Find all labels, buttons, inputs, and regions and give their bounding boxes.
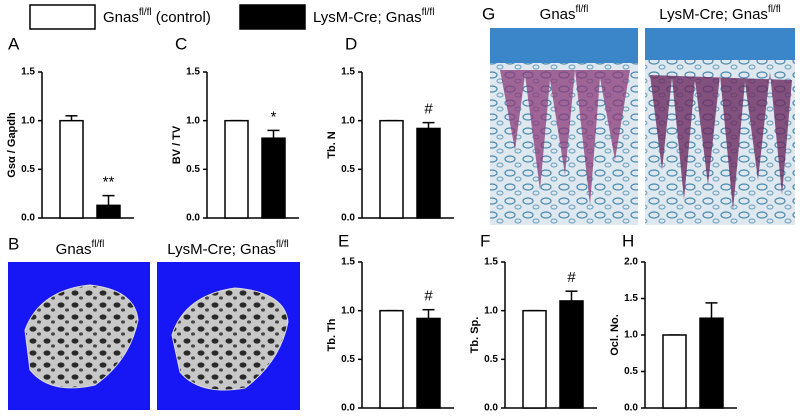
y-tick-label: 1.5 <box>341 67 355 78</box>
text-part: LysM-Cre; Gnas <box>659 6 768 23</box>
y-tick-label: 0.0 <box>186 213 200 224</box>
y-tick-label: 0.5 <box>341 164 355 175</box>
panel-letter: F <box>480 231 490 250</box>
text-part: Gnas <box>103 9 139 26</box>
panel-letter: B <box>8 234 19 253</box>
y-tick-label: 1.5 <box>21 67 35 78</box>
y-tick-label: 1.5 <box>624 293 638 304</box>
bar <box>224 119 249 219</box>
bar <box>59 119 84 219</box>
y-tick-label: 1.0 <box>341 115 355 126</box>
superscript: fl/fl <box>139 7 152 18</box>
image-label: LysM-Cre; Gnasfl/fl <box>167 239 288 258</box>
panel-letter: A <box>8 34 20 53</box>
y-tick-label: 0.0 <box>341 403 355 414</box>
significance-mark: # <box>424 101 433 118</box>
y-tick-label: 0.5 <box>186 164 200 175</box>
y-tick-label: 0.5 <box>21 164 35 175</box>
y-axis-label: Tb. Sp. <box>469 317 481 354</box>
y-tick-label: 0.5 <box>341 354 355 365</box>
bar <box>699 317 724 409</box>
y-axis-label: Ocl. No. <box>609 314 621 356</box>
text-part: LysM-Cre; Gnas <box>167 241 276 258</box>
y-tick-label: 0.0 <box>624 403 638 414</box>
bar <box>559 300 584 409</box>
panel-letter: D <box>345 34 357 53</box>
legend-label: Gnasfl/fl (control) <box>103 7 211 26</box>
legend-swatch <box>29 4 96 30</box>
superscript: fl/fl <box>422 7 435 18</box>
text-part: (control) <box>152 9 211 26</box>
text-part: Gnas <box>540 6 576 23</box>
panel-letter: E <box>338 231 349 250</box>
bar <box>379 119 404 219</box>
superscript: fl/fl <box>276 239 289 250</box>
y-tick-label: 0.0 <box>341 213 355 224</box>
significance-mark: # <box>424 288 433 305</box>
image-label: Gnasfl/fl <box>540 4 589 23</box>
significance-mark: ** <box>103 174 115 191</box>
image-label: Gnasfl/fl <box>56 239 105 258</box>
image-label: LysM-Cre; Gnasfl/fl <box>659 4 780 23</box>
superscript: fl/fl <box>768 4 781 15</box>
y-tick-label: 1.5 <box>484 257 498 268</box>
y-tick-label: 2.0 <box>624 257 638 268</box>
y-tick-label: 1.0 <box>341 305 355 316</box>
significance-mark: * <box>271 108 277 125</box>
panel-letter: H <box>622 231 634 250</box>
y-tick-label: 1.5 <box>341 257 355 268</box>
micro-ct-images <box>8 262 300 410</box>
y-tick-label: 1.0 <box>624 330 638 341</box>
y-tick-label: 1.0 <box>484 305 498 316</box>
legend-label: LysM-Cre; Gnasfl/fl <box>313 7 434 26</box>
superscript: fl/fl <box>576 4 589 15</box>
y-axis-label: Tb. Th <box>326 318 338 351</box>
significance-mark: # <box>567 269 576 286</box>
legend-swatch <box>239 4 306 30</box>
panel-letter: G <box>482 4 495 23</box>
bar <box>416 317 441 409</box>
bar <box>379 309 404 409</box>
bar <box>261 137 286 219</box>
panel-letter: C <box>175 34 187 53</box>
y-tick-label: 0.0 <box>21 213 35 224</box>
bar <box>522 309 547 409</box>
bar <box>416 127 441 219</box>
y-tick-label: 0.5 <box>484 354 498 365</box>
bar <box>662 334 687 409</box>
y-tick-label: 1.0 <box>186 115 200 126</box>
superscript: fl/fl <box>92 239 105 250</box>
y-tick-label: 1.0 <box>21 115 35 126</box>
y-tick-label: 0.5 <box>624 366 638 377</box>
y-axis-label: Gsα / Gapdh <box>6 112 18 178</box>
y-axis-label: Tb. N <box>326 131 338 159</box>
y-tick-label: 1.5 <box>186 67 200 78</box>
bar <box>96 204 121 219</box>
y-axis-label: BV / TV <box>171 125 183 164</box>
y-tick-label: 0.0 <box>484 403 498 414</box>
histology-images <box>490 28 795 225</box>
text-part: LysM-Cre; Gnas <box>313 9 422 26</box>
text-part: Gnas <box>56 241 92 258</box>
